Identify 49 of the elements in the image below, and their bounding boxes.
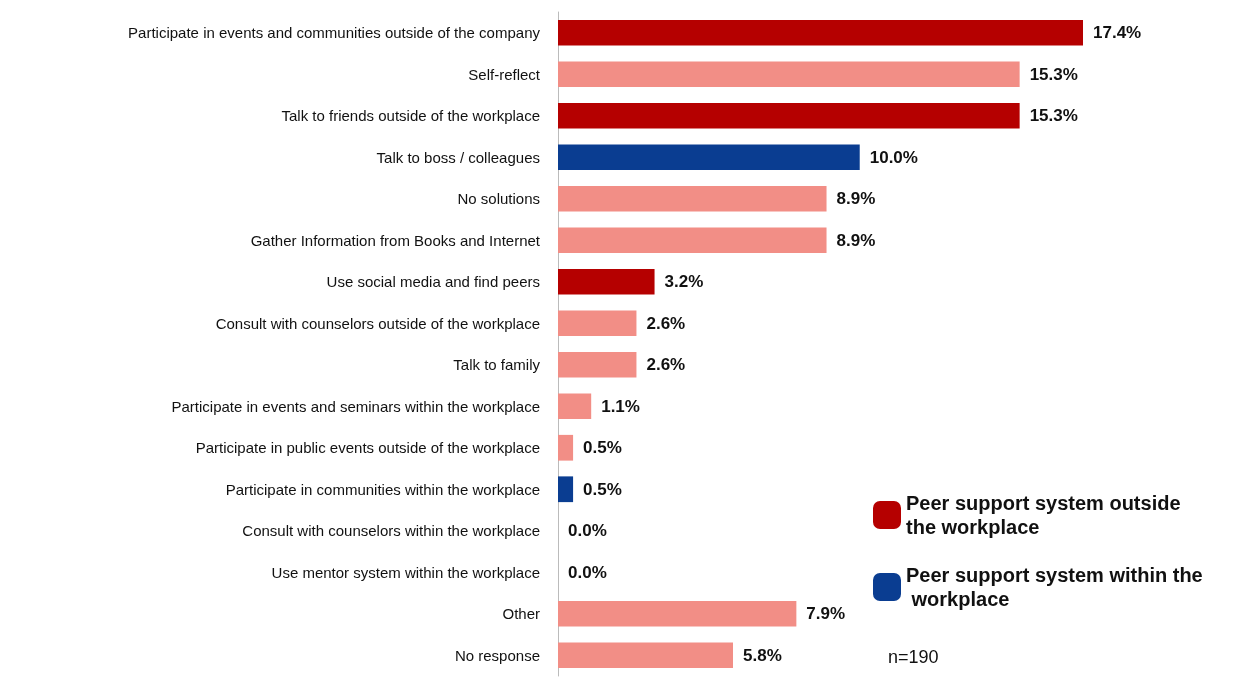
data-label: 2.6% — [646, 355, 686, 375]
y-tick-label: Talk to family — [453, 356, 541, 374]
data-label: 0.5% — [583, 438, 622, 458]
data-label: 15.3% — [1029, 64, 1078, 84]
y-tick-label: Participate in public events outside of the workplace — [195, 439, 540, 457]
data-label: 2.6% — [646, 313, 686, 333]
y-tick-label: Consult with counselors within the workplace — [242, 522, 540, 540]
bar — [558, 268, 655, 295]
bar — [558, 434, 574, 461]
y-tick-label: Participate in events and communities outside of the company — [128, 24, 541, 42]
bar — [558, 144, 860, 171]
legend-label: Peer support system outside the workplace — [906, 492, 1187, 538]
data-label: 7.9% — [806, 604, 846, 624]
bar — [558, 61, 1020, 88]
y-tick-label: Participate in events and seminars within the workplace — [171, 397, 540, 415]
bar — [558, 351, 637, 378]
data-label: 17.4% — [1093, 23, 1142, 43]
bar — [558, 19, 1083, 46]
bar — [558, 476, 574, 503]
y-tick-label: Talk to boss / colleagues — [376, 148, 540, 166]
bar — [558, 393, 592, 420]
bar — [558, 310, 637, 337]
data-label: 0.5% — [583, 479, 622, 499]
bar — [558, 185, 827, 212]
legend-label: Peer support system within the workplace — [906, 564, 1203, 610]
y-tick-label: Participate in communities within the workplace — [225, 480, 540, 498]
data-label: 0.0% — [568, 521, 607, 541]
data-label: 15.3% — [1029, 106, 1078, 126]
y-tick-label: Talk to friends outside of the workplace — [281, 107, 540, 125]
y-tick-label: Gather Information from Books and Internet — [250, 231, 541, 249]
bar — [558, 227, 827, 254]
bar — [558, 102, 1020, 129]
bar — [558, 600, 797, 627]
y-tick-label: Consult with counselors outside of the workplace — [215, 314, 540, 332]
y-tick-label: Self-reflect — [468, 65, 541, 83]
y-tick-label: No response — [454, 646, 540, 664]
data-label: 10.0% — [869, 147, 918, 167]
y-tick-label: Use mentor system within the workplace — [271, 563, 540, 581]
annotation: n=190 — [888, 647, 939, 667]
y-tick-label: Use social media and find peers — [326, 273, 540, 291]
data-label: 3.2% — [664, 272, 704, 292]
data-label: 8.9% — [836, 189, 876, 209]
data-label: 0.0% — [568, 562, 607, 582]
data-label: 5.8% — [743, 645, 782, 665]
y-tick-label: No solutions — [457, 190, 540, 208]
y-tick-label: Other — [502, 605, 540, 623]
data-label: 8.9% — [836, 230, 876, 250]
bar — [558, 642, 733, 669]
data-label: 1.1% — [601, 396, 640, 416]
